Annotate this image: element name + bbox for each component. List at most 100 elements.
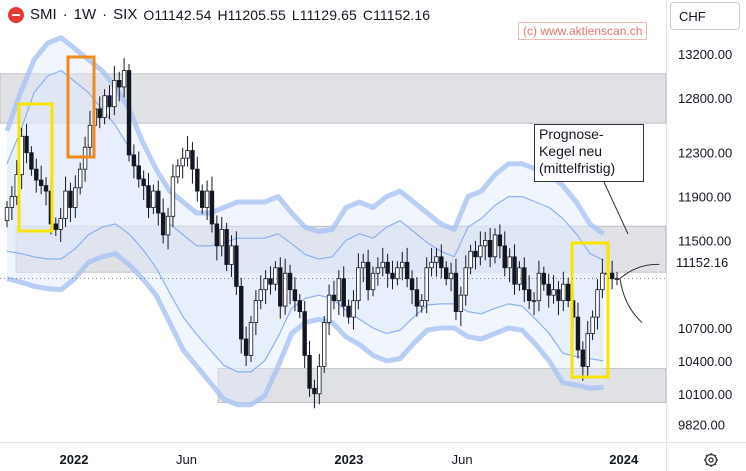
candle-body-4 — [24, 135, 29, 154]
candle-body-110 — [541, 272, 546, 285]
candle-body-96 — [473, 250, 478, 258]
candle-body-75 — [370, 272, 376, 291]
zone-2 — [217, 368, 667, 403]
candle-body-28 — [141, 178, 146, 186]
candle-body-44 — [219, 229, 224, 247]
currency-selector[interactable]: CHF — [670, 2, 740, 30]
forecast-cone-lower — [619, 278, 643, 323]
candle-body-90 — [443, 267, 449, 280]
band-inner-lower — [6, 223, 604, 373]
candle-body-42 — [209, 190, 215, 225]
candle-body-85 — [419, 300, 424, 307]
y-tick-11500: 11500.00 — [678, 233, 731, 248]
forecast-cone-fill — [642, 262, 660, 323]
forecast-cone-upper — [619, 263, 661, 279]
candle-body-38 — [190, 150, 195, 170]
candle-body-64 — [317, 365, 322, 395]
gear-icon[interactable] — [703, 452, 719, 468]
band-fill-outer — [7, 37, 604, 405]
candle-body-89 — [439, 256, 444, 269]
candle-body-10 — [53, 223, 58, 230]
candle-body-52 — [258, 289, 263, 302]
candle-body-117 — [575, 316, 581, 351]
candle-body-109 — [536, 272, 542, 302]
candle-body-22 — [112, 80, 117, 108]
x-tick-2: 2023 — [334, 452, 363, 467]
candle-body-57 — [282, 272, 288, 307]
candle-body-13 — [68, 190, 73, 208]
x-tick-4: 2024 — [609, 452, 639, 467]
candle-body-14 — [73, 187, 78, 208]
candle-body-74 — [365, 261, 371, 291]
candle-body-33 — [165, 215, 171, 236]
candle-body-120 — [590, 316, 595, 334]
candle-body-86 — [424, 267, 429, 302]
candle-body-29 — [146, 185, 151, 208]
candle-body-8 — [43, 185, 49, 192]
candle-body-115 — [566, 283, 571, 302]
candle-body-93 — [458, 294, 464, 313]
band-outer-upper — [4, 35, 605, 236]
candle-body-27 — [136, 165, 141, 180]
candle-body-76 — [375, 267, 381, 274]
candle-body-60 — [297, 300, 302, 313]
candle-body-91 — [448, 272, 454, 280]
candle-body-84 — [414, 289, 420, 307]
candle-body-37 — [185, 150, 190, 159]
candle-body-35 — [175, 165, 180, 178]
candle-body-92 — [453, 272, 459, 313]
candle-body-0 — [4, 207, 10, 222]
candle-body-101 — [497, 234, 503, 247]
candle-body-51 — [253, 300, 259, 323]
candle-body-59 — [292, 289, 298, 302]
candle-body-40 — [199, 190, 205, 208]
candle-body-81 — [400, 261, 405, 269]
candle-body-94 — [463, 267, 468, 296]
candle-body-108 — [531, 300, 537, 303]
callout-line-1: Prognose- — [539, 126, 604, 142]
candle-body-79 — [390, 272, 395, 280]
x-tick-0: 2022 — [60, 452, 89, 467]
forecast-callout: Prognose- Kegel neu (mittelfristig) — [534, 124, 644, 182]
candle-body-25 — [126, 70, 132, 156]
candle-body-62 — [307, 355, 312, 389]
candle-body-98 — [483, 239, 488, 247]
candle-body-47 — [234, 245, 239, 287]
candle-body-5 — [29, 152, 34, 170]
candle-body-67 — [331, 294, 337, 302]
candle-body-31 — [156, 190, 161, 214]
candle-body-122 — [600, 272, 605, 291]
candle-body-70 — [346, 305, 351, 318]
candle-body-7 — [38, 179, 44, 186]
candle-body-15 — [78, 168, 83, 189]
candle-body-21 — [107, 95, 112, 108]
y-tick-9820: 9820.00 — [678, 417, 725, 432]
low-value: L11129.65 — [291, 6, 357, 23]
candle-body-53 — [263, 278, 268, 291]
candle-body-50 — [248, 322, 254, 356]
separator-1: · — [62, 6, 68, 23]
candle-body-1 — [9, 196, 15, 208]
candle-body-66 — [326, 294, 332, 323]
candle-body-71 — [351, 300, 356, 318]
candle-body-65 — [321, 322, 327, 367]
candle-body-19 — [97, 108, 102, 119]
candle-body-69 — [341, 278, 346, 307]
y-tick-10400: 10400.00 — [678, 354, 732, 369]
candle-body-23 — [117, 80, 122, 88]
exchange-label: SIX — [113, 6, 138, 23]
candle-body-45 — [224, 229, 229, 265]
candle-body-73 — [361, 261, 366, 269]
candle-body-56 — [278, 267, 283, 307]
candle-body-83 — [409, 278, 415, 291]
candle-body-55 — [273, 267, 278, 285]
y-tick-10100: 10100.00 — [678, 387, 732, 402]
candle-body-46 — [229, 245, 234, 265]
candle-body-95 — [468, 250, 473, 269]
candle-body-105 — [517, 267, 522, 285]
symbol-header[interactable]: SMI · 1W · SIX O11142.54 H11205.55 L1112… — [8, 6, 430, 23]
candle-body-58 — [287, 272, 293, 291]
candle-body-26 — [131, 154, 137, 167]
candle-body-78 — [385, 261, 390, 274]
